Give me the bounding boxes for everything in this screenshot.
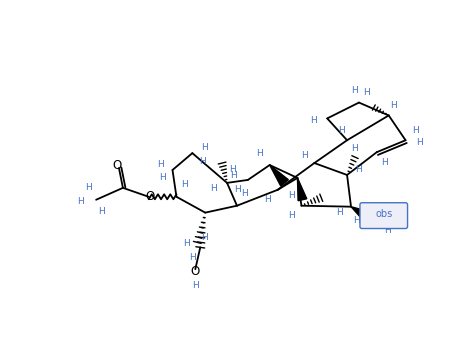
Text: H: H [384,226,391,235]
Text: H: H [98,207,104,216]
Text: H: H [189,253,196,262]
Text: H: H [310,116,317,125]
Text: H: H [229,164,235,174]
Text: H: H [264,195,271,204]
Text: O: O [112,159,122,172]
Text: H: H [77,197,84,206]
Text: H: H [338,126,344,135]
Text: H: H [157,160,164,168]
Text: obs: obs [375,208,392,219]
Text: H: H [354,216,360,225]
Text: O: O [191,265,200,278]
Text: H: H [234,185,241,194]
Text: H: H [416,138,423,147]
Text: H: H [85,183,92,192]
Text: H: H [391,101,397,110]
Text: H: H [256,148,263,158]
Polygon shape [270,165,288,186]
Text: O: O [145,190,154,203]
Polygon shape [297,178,307,201]
Text: H: H [352,144,358,153]
Text: H: H [288,211,295,220]
Text: H: H [192,281,199,290]
Text: H: H [381,158,388,166]
Text: H: H [199,157,206,165]
Polygon shape [351,207,366,218]
Text: H: H [301,151,308,160]
Text: H: H [350,86,357,95]
Text: H: H [181,180,188,190]
Text: H: H [201,143,208,152]
Text: H: H [183,239,190,248]
Text: H: H [412,126,419,135]
Text: H: H [336,208,343,217]
Text: H: H [231,172,237,180]
Text: H: H [159,174,166,182]
FancyBboxPatch shape [360,203,408,228]
Text: H: H [210,184,217,193]
Text: H: H [241,189,248,198]
Text: H: H [201,233,208,242]
Text: H: H [356,164,363,174]
Text: H: H [288,191,295,200]
Text: H: H [363,88,370,97]
